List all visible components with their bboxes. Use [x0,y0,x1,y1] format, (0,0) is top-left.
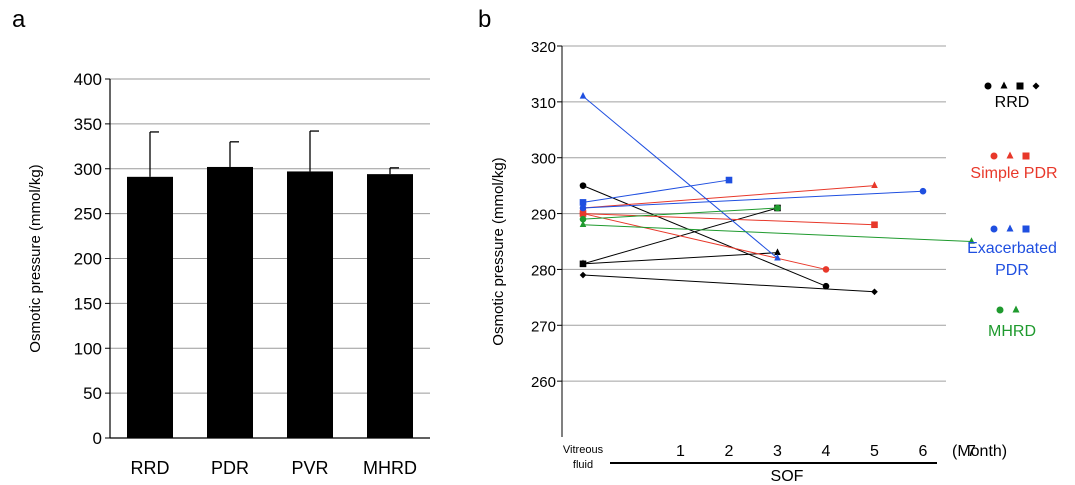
data-point [968,237,975,244]
series-line [582,207,778,220]
y-tick-label: 150 [74,294,102,313]
legend-label: Exacerbated [967,240,1057,257]
series-line [582,185,875,209]
legend-marker [1006,224,1014,232]
bar [127,176,173,438]
data-point [579,91,587,99]
y-tick-label: 290 [531,207,556,224]
legend-marker [1012,305,1020,313]
data-point [774,248,781,255]
data-point [579,199,587,206]
y-axis-label: Osmotic pressure (mmol/kg) [27,164,44,352]
data-point [822,266,830,273]
y-tick-label: 260 [531,374,556,391]
data-point [871,181,878,188]
data-point [919,187,927,195]
legend-marker [1022,225,1030,233]
series-line [582,95,778,259]
bar [287,171,333,438]
x-tick-label: 5 [870,443,879,460]
legend-marker [1032,82,1040,90]
legend-marker [990,225,998,233]
category-label: MHRD [363,458,417,478]
data-point [579,204,587,212]
y-tick-label: 320 [531,39,556,56]
data-point [579,182,587,189]
x-tick-label: 6 [919,443,928,460]
data-point [579,215,587,223]
series-line [582,252,778,265]
x-axis-label: SOF [771,468,804,485]
y-tick-label: 0 [93,429,102,448]
category-label: RRD [131,458,170,478]
legend-marker [1006,151,1014,159]
data-point [579,271,587,279]
y-axis-label: Osmotic pressure (mmol/kg) [490,157,507,345]
y-tick-label: 400 [74,70,102,89]
panel-label-a: a [12,6,26,33]
bar [367,174,413,438]
x-tick-label: 7 [967,443,976,460]
data-point [774,204,781,212]
x-tick-label: Vitreous [563,444,604,456]
series-line [582,213,875,226]
x-unit-label: (Month) [952,443,1007,460]
data-point [774,253,781,261]
y-tick-label: 300 [531,151,556,168]
x-tick-label: 1 [676,443,685,460]
y-tick-label: 300 [74,160,102,179]
data-point [725,176,733,184]
y-tick-label: 100 [74,339,102,358]
y-tick-label: 310 [531,95,556,112]
data-point [579,260,587,268]
y-tick-label: 250 [74,205,102,224]
data-point [871,221,878,229]
x-tick-label: 4 [822,443,831,460]
y-tick-label: 50 [83,384,102,403]
legend-label: Simple PDR [970,165,1057,182]
data-point [579,210,587,217]
y-tick-label: 200 [74,250,102,269]
legend-marker [984,82,992,90]
legend-label: PDR [995,262,1029,279]
y-tick-label: 350 [74,115,102,134]
x-tick-label: 2 [725,443,734,460]
data-point [822,282,830,290]
legend-marker [996,306,1004,314]
x-tick-label: fluid [573,459,593,471]
y-tick-label: 280 [531,262,556,279]
series-line [582,179,730,203]
data-point [579,220,587,228]
bar [207,166,253,438]
data-point [871,288,878,296]
legend-label: RRD [995,94,1030,111]
series-line [582,274,875,293]
series-line [582,190,924,209]
legend-marker [1000,81,1008,89]
category-label: PDR [211,458,249,478]
series-line [582,224,972,242]
category-label: PVR [291,458,328,478]
series-line [582,185,827,287]
x-tick-label: 3 [773,443,782,460]
legend-marker [990,152,998,160]
legend-marker [1022,152,1030,160]
y-tick-label: 270 [531,318,556,335]
series-line [582,213,827,270]
legend-marker [1016,82,1024,90]
panel-label-b: b [478,6,492,33]
legend-label: MHRD [988,323,1036,340]
